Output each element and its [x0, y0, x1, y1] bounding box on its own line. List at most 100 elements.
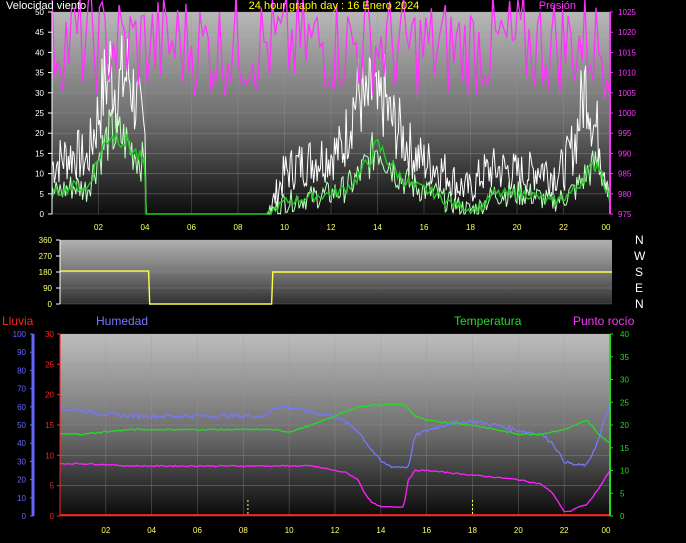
temperature-tick-label: 40	[620, 330, 629, 339]
humidity-tick-label: 0	[22, 512, 27, 521]
pressure-line	[51, 0, 611, 99]
direction-tick-label: 360	[39, 236, 53, 245]
wind-left-tick-label: 5	[40, 190, 45, 199]
rain-tick-label: 15	[45, 421, 54, 430]
pressure-tick-label: 1015	[618, 48, 636, 57]
wind-speed-label: Velocidad viento	[6, 0, 86, 12]
direction-tick-label: 270	[39, 252, 53, 261]
temperature-line	[59, 403, 611, 444]
wind-left-tick-label: 50	[35, 8, 44, 17]
humidity-x-tick-label: 10	[285, 526, 294, 535]
humidity-tick-label: 10	[17, 494, 26, 503]
humidity-tick-label: 70	[17, 385, 26, 394]
temperature-tick-label: 20	[620, 421, 629, 430]
humidity-x-tick-label: 04	[147, 526, 156, 535]
temperature-tick-label: 10	[620, 467, 629, 476]
pressure-tick-label: 1010	[618, 69, 636, 78]
axis-ticks: 0510152025303540455097598098599099510001…	[13, 8, 637, 535]
dewpoint-line	[59, 462, 611, 513]
humidity-label: Humedad	[96, 314, 148, 328]
temperature-tick-label: 25	[620, 398, 629, 407]
wind-left-tick-label: 20	[35, 129, 44, 138]
humidity-x-tick-label: 12	[331, 526, 340, 535]
pressure-tick-label: 1005	[618, 89, 636, 98]
compass-letter-n-bottom: N	[635, 297, 644, 311]
wind-left-tick-label: 30	[35, 89, 44, 98]
humidity-x-tick-label: 16	[422, 526, 431, 535]
wind-x-tick-label: 20	[513, 223, 522, 232]
wind-x-tick-label: 02	[94, 223, 103, 232]
rain-tick-label: 0	[50, 512, 55, 521]
humidity-tick-label: 40	[17, 439, 26, 448]
wind-left-tick-label: 45	[35, 28, 44, 37]
wind-left-tick-label: 0	[40, 210, 45, 219]
wind-x-tick-label: 16	[420, 223, 429, 232]
direction-tick-label: 90	[43, 284, 52, 293]
rain-tick-label: 10	[45, 451, 54, 460]
wind-gust-line	[51, 35, 611, 215]
humidity-tick-label: 80	[17, 366, 26, 375]
humidity-x-tick-label: 02	[101, 526, 110, 535]
pressure-label: Presión	[539, 0, 576, 12]
pressure-tick-label: 980	[618, 190, 632, 199]
rain-label: Lluvia	[2, 314, 34, 328]
wind-x-tick-label: 00	[602, 223, 611, 232]
humidity-tick-label: 60	[17, 403, 26, 412]
wind-x-tick-label: 06	[187, 223, 196, 232]
compass-letter-e: E	[635, 281, 643, 295]
humidity-tick-label: 100	[13, 330, 27, 339]
series-lines	[51, 0, 612, 517]
temperature-tick-label: 15	[620, 444, 629, 453]
pressure-tick-label: 995	[618, 129, 632, 138]
humidity-x-tick-label: 06	[193, 526, 202, 535]
humidity-tick-label: 90	[17, 348, 26, 357]
temperature-tick-label: 30	[620, 376, 629, 385]
wind-x-tick-label: 12	[327, 223, 336, 232]
wind-avg-line	[51, 132, 611, 216]
humidity-x-tick-label: 20	[514, 526, 523, 535]
wind-left-tick-label: 35	[35, 69, 44, 78]
humidity-line	[59, 401, 611, 469]
wind-left-tick-label: 15	[35, 149, 44, 158]
humidity-tick-label: 30	[17, 457, 26, 466]
wind-x-tick-label: 14	[373, 223, 382, 232]
temperature-tick-label: 35	[620, 353, 629, 362]
pressure-tick-label: 1025	[618, 8, 636, 17]
compass-letter-s: S	[635, 265, 643, 279]
rain-tick-label: 5	[50, 482, 55, 491]
wind-left-tick-label: 10	[35, 170, 44, 179]
wind-x-tick-label: 04	[141, 223, 150, 232]
humidity-x-tick-label: 22	[560, 526, 569, 535]
direction-tick-label: 0	[48, 300, 53, 309]
wind-x-tick-label: 10	[280, 223, 289, 232]
humidity-x-tick-label: 18	[468, 526, 477, 535]
wind-left-tick-label: 40	[35, 48, 44, 57]
pressure-tick-label: 975	[618, 210, 632, 219]
pressure-tick-label: 1020	[618, 28, 636, 37]
pressure-tick-label: 990	[618, 149, 632, 158]
rain-tick-label: 30	[45, 330, 54, 339]
rain-tick-label: 25	[45, 360, 54, 369]
wind-x-tick-label: 18	[466, 223, 475, 232]
chart-title: 24 hour graph day : 16 Enero 2024	[249, 0, 420, 12]
pressure-tick-label: 1000	[618, 109, 636, 118]
wind-direction-line	[60, 270, 612, 305]
humidity-x-tick-label: 00	[602, 526, 611, 535]
dewpoint-label: Punto rocío	[573, 314, 635, 328]
humidity-tick-label: 20	[17, 476, 26, 485]
compass-letter-n-top: N	[635, 233, 644, 247]
compass-letter-w: W	[634, 249, 646, 263]
temperature-tick-label: 5	[620, 489, 625, 498]
humidity-x-tick-label: 14	[376, 526, 385, 535]
wind-x-tick-label: 08	[234, 223, 243, 232]
direction-tick-label: 180	[39, 268, 53, 277]
temperature-label: Temperatura	[454, 314, 522, 328]
rain-tick-label: 20	[45, 391, 54, 400]
temperature-tick-label: 0	[620, 512, 625, 521]
pressure-tick-label: 985	[618, 170, 632, 179]
humidity-tick-label: 50	[17, 421, 26, 430]
humidity-x-tick-label: 08	[239, 526, 248, 535]
wind-left-tick-label: 25	[35, 109, 44, 118]
wind-x-tick-label: 22	[559, 223, 568, 232]
